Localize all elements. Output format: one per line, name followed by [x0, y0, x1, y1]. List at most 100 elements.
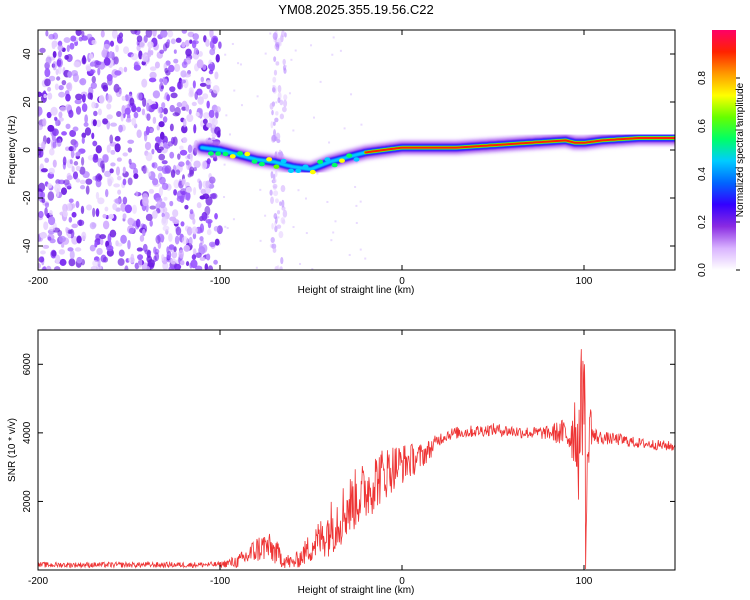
noise-speck: [185, 186, 193, 193]
noise-speck: [100, 254, 107, 263]
noise-speck: [95, 145, 102, 154]
noise-speck: [71, 223, 79, 229]
noise-speck: [206, 158, 211, 165]
noise-speck: [114, 143, 121, 153]
noise-speck: [158, 153, 166, 161]
spectrogram-x-tick-label: 100: [576, 276, 593, 287]
noise-speck: [91, 39, 97, 45]
noise-speck: [113, 183, 121, 188]
noise-speck: [210, 192, 218, 200]
noise-speck: [146, 265, 151, 270]
noise-speck: [102, 154, 109, 163]
noise-speck: [173, 49, 177, 54]
noise-speck: [214, 213, 218, 220]
noise-speck: [152, 210, 158, 219]
spectrogram-y-label: Frequency (Hz): [7, 116, 18, 185]
noise-speck: [136, 35, 143, 43]
noise-speck: [109, 229, 117, 238]
spectrogram-ridge: [193, 130, 675, 178]
noise-speck: [81, 56, 87, 65]
noise-speck: [281, 199, 285, 208]
noise-speck: [194, 91, 199, 100]
noise-speck: [215, 53, 220, 63]
noise-speck: [274, 170, 278, 177]
noise-speck: [81, 93, 86, 103]
spectrogram-y-tick-label: -40: [22, 238, 33, 253]
noise-speck: [78, 219, 83, 227]
noise-speck: [195, 112, 200, 117]
noise-speck: [270, 196, 274, 205]
noise-speck: [38, 182, 46, 192]
noise-speck: [102, 213, 107, 219]
noise-speck: [175, 226, 182, 236]
noise-speck: [283, 99, 288, 108]
noise-speck: [208, 109, 215, 119]
noise-speck: [181, 41, 186, 48]
noise-speck: [229, 133, 232, 136]
noise-speck: [71, 203, 76, 209]
noise-speck: [117, 189, 122, 195]
noise-speck: [169, 200, 174, 207]
noise-speck: [124, 265, 129, 270]
noise-speck: [133, 173, 139, 179]
noise-speck: [224, 225, 227, 228]
noise-speck: [95, 208, 100, 217]
noise-speck: [58, 235, 66, 243]
spectrogram-x-tick-label: 0: [399, 276, 405, 287]
noise-speck: [272, 121, 276, 126]
noise-speck: [198, 180, 203, 190]
noise-speck: [52, 60, 57, 71]
noise-speck: [191, 226, 198, 235]
noise-speck: [167, 30, 174, 38]
noise-speck: [163, 196, 168, 201]
noise-speck: [206, 100, 210, 109]
noise-speck: [190, 259, 198, 269]
noise-speck: [45, 30, 49, 37]
noise-speck: [168, 233, 173, 242]
noise-speck: [204, 205, 211, 216]
noise-speck: [153, 246, 157, 255]
noise-speck: [172, 112, 180, 117]
noise-speck: [101, 49, 107, 58]
noise-speck: [67, 232, 72, 239]
noise-speck: [161, 182, 169, 190]
noise-speck: [305, 232, 308, 235]
noise-speck: [73, 61, 81, 68]
noise-speck: [144, 141, 152, 151]
ridge-blob: [229, 154, 236, 159]
noise-speck: [148, 77, 157, 83]
noise-speck: [187, 173, 192, 178]
noise-speck: [123, 66, 128, 73]
noise-speck: [159, 113, 163, 119]
noise-speck: [127, 239, 131, 250]
noise-speck: [197, 96, 204, 105]
ridge-core-red: [364, 137, 675, 154]
noise-speck: [79, 185, 86, 190]
noise-speck: [183, 244, 190, 252]
snr-y-ticks: 2000 4000 6000: [22, 353, 675, 513]
noise-speck: [89, 61, 95, 67]
noise-speck: [185, 104, 190, 112]
spectrogram-y-ticks: -40 -20 0 20 40: [22, 48, 675, 253]
noise-speck: [56, 187, 60, 198]
noise-speck: [181, 125, 188, 134]
noise-speck: [326, 200, 329, 203]
noise-speck: [179, 145, 184, 150]
noise-speck: [173, 58, 179, 64]
noise-speck: [46, 137, 51, 144]
noise-speck: [170, 169, 176, 178]
noise-speck: [38, 210, 44, 219]
noise-speck: [113, 83, 120, 93]
noise-speck: [179, 149, 188, 156]
noise-speck: [193, 123, 197, 134]
noise-speck: [275, 198, 279, 204]
noise-speck: [237, 62, 240, 65]
noise-speck: [189, 152, 193, 162]
noise-speck: [113, 56, 119, 65]
noise-speck: [136, 129, 142, 138]
noise-speck: [62, 156, 67, 166]
noise-speck: [172, 219, 180, 225]
noise-speck: [270, 171, 274, 179]
noise-speck: [189, 39, 193, 44]
noise-speck: [181, 30, 188, 34]
